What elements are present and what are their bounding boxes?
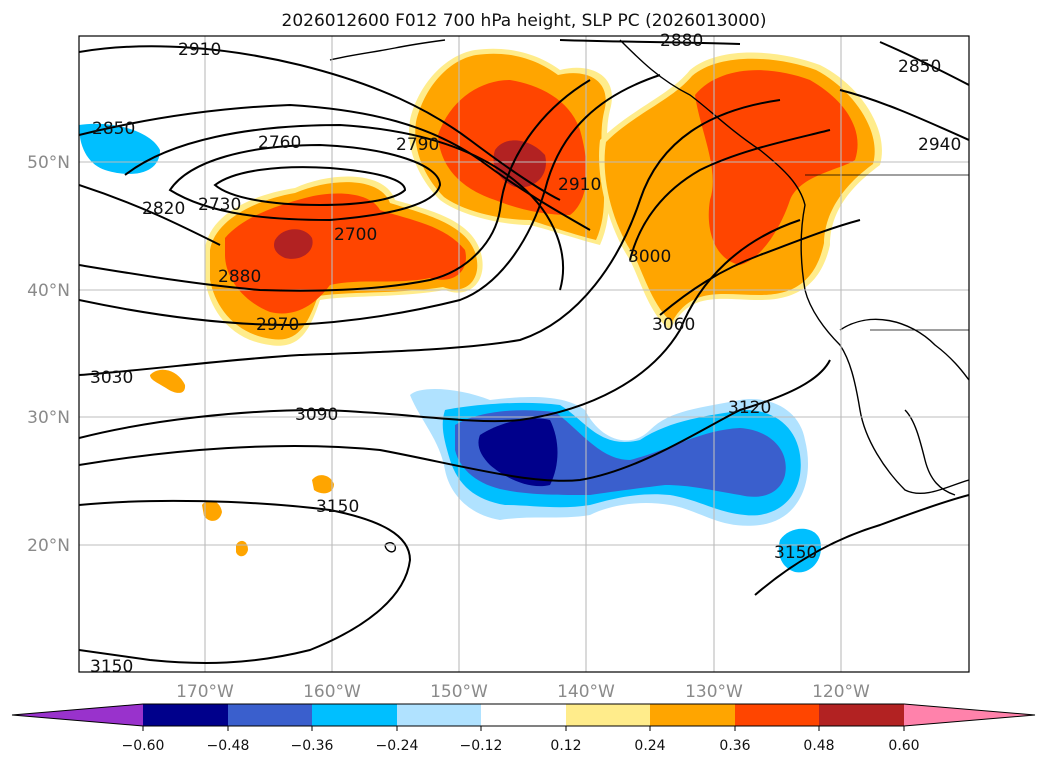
contour-label: 3150 bbox=[774, 543, 817, 563]
colorbar-label: −0.48 bbox=[207, 738, 250, 754]
hawaii-islands bbox=[384, 542, 397, 553]
contour-2940 bbox=[839, 89, 969, 141]
height-contours bbox=[79, 39, 969, 664]
colorbar-label: −0.12 bbox=[460, 738, 503, 754]
contour-label: 2910 bbox=[178, 40, 221, 60]
contour-3000 bbox=[629, 129, 831, 261]
lat-label: 30°N bbox=[27, 408, 70, 428]
map-panel: 2910 2880 2850 2850 2940 2760 2790 2820 … bbox=[78, 31, 970, 677]
contour-label: 3030 bbox=[90, 368, 133, 388]
positive-blob-1 bbox=[150, 369, 186, 393]
colorbar-max-extension bbox=[904, 704, 1035, 726]
aleutian-islands bbox=[329, 39, 446, 61]
borders bbox=[805, 174, 969, 331]
contour-2850-northeast bbox=[879, 41, 969, 86]
contour-label: 2820 bbox=[142, 199, 185, 219]
contour-2760-low bbox=[168, 143, 442, 222]
baja-california-coast bbox=[904, 409, 956, 496]
colorbar-label: 0.36 bbox=[719, 738, 750, 754]
contour-label: 2970 bbox=[256, 315, 299, 335]
lat-label: 20°N bbox=[27, 536, 70, 556]
colorbar-label: 0.12 bbox=[550, 738, 581, 754]
colorbar-label: 0.24 bbox=[634, 738, 665, 754]
contour-3150-south bbox=[79, 499, 412, 664]
contour-label: 2910 bbox=[558, 175, 601, 195]
lon-label: 140°W bbox=[557, 682, 615, 702]
latitude-labels: 50°N 40°N 30°N 20°N bbox=[27, 153, 70, 556]
colorbar-swatch bbox=[312, 704, 397, 726]
positive-core-west bbox=[274, 229, 313, 259]
colorbar-swatch bbox=[228, 704, 312, 726]
contour-2820 bbox=[79, 184, 221, 246]
contour-label: 3150 bbox=[316, 497, 359, 517]
contour-3120 bbox=[79, 359, 831, 482]
colorbar-swatch bbox=[735, 704, 819, 726]
contour-2910-north bbox=[79, 45, 561, 201]
contour-3030 bbox=[79, 99, 781, 376]
gridlines bbox=[79, 36, 969, 672]
colorbar-label: 0.48 bbox=[803, 738, 834, 754]
contour-label: 2940 bbox=[918, 135, 961, 155]
positive-blob-3 bbox=[202, 500, 222, 521]
contour-2730-low bbox=[213, 166, 407, 207]
colorbar-swatch bbox=[650, 704, 735, 726]
contour-labels: 2910 2880 2850 2850 2940 2760 2790 2820 … bbox=[90, 31, 961, 677]
lat-label: 40°N bbox=[27, 281, 70, 301]
contour-2880-north bbox=[559, 39, 741, 45]
contour-2970 bbox=[79, 74, 661, 327]
contour-label: 2730 bbox=[198, 195, 241, 215]
contour-label: 2700 bbox=[334, 225, 377, 245]
colorbar-labels: −0.60 −0.48 −0.36 −0.24 −0.12 0.12 0.24 … bbox=[122, 738, 920, 754]
positive-blob-2 bbox=[312, 475, 334, 494]
colorbar-swatch bbox=[397, 704, 481, 726]
mexico-interior-coast bbox=[839, 318, 969, 381]
colorbar: −0.60 −0.48 −0.36 −0.24 −0.12 0.12 0.24 … bbox=[11, 703, 1036, 754]
contour-2880-trough bbox=[79, 79, 591, 292]
contour-label: 3120 bbox=[728, 398, 771, 418]
contour-2790-ridge bbox=[124, 123, 564, 291]
figure-title: 2026012600 F012 700 hPa height, SLP PC (… bbox=[282, 11, 767, 31]
contour-3060 bbox=[659, 219, 861, 316]
colorbar-swatch bbox=[819, 704, 904, 726]
map-frame bbox=[78, 35, 970, 673]
colorbar-ticks bbox=[142, 726, 905, 731]
contour-label: 2880 bbox=[218, 267, 261, 287]
negative-core bbox=[478, 418, 558, 487]
lon-label: 120°W bbox=[812, 682, 870, 702]
contour-label: 3000 bbox=[628, 247, 671, 267]
longitude-labels: 170°W 160°W 150°W 140°W 130°W 120°W bbox=[176, 682, 870, 702]
colorbar-label: −0.36 bbox=[291, 738, 334, 754]
contour-3150-east bbox=[754, 494, 969, 596]
contour-label: 2790 bbox=[396, 135, 439, 155]
lat-label: 50°N bbox=[27, 153, 70, 173]
contour-label: 3060 bbox=[652, 315, 695, 335]
contour-label: 2850 bbox=[92, 119, 135, 139]
colorbar-swatch bbox=[481, 704, 566, 726]
contour-label: 3150 bbox=[90, 657, 133, 677]
lon-label: 150°W bbox=[430, 682, 488, 702]
contour-label: 3090 bbox=[295, 405, 338, 425]
lon-label: 160°W bbox=[303, 682, 361, 702]
colorbar-swatch bbox=[143, 704, 228, 726]
positive-region-west-red bbox=[225, 193, 466, 314]
colorbar-min-extension bbox=[12, 704, 143, 726]
contour-label: 2880 bbox=[660, 31, 703, 51]
negative-blob-west bbox=[79, 123, 160, 174]
shaded-fields bbox=[79, 48, 882, 573]
contour-label: 2760 bbox=[258, 133, 301, 153]
colorbar-swatch bbox=[566, 704, 650, 726]
colorbar-label: −0.60 bbox=[122, 738, 165, 754]
colorbar-label: 0.60 bbox=[888, 738, 919, 754]
lon-label: 170°W bbox=[176, 682, 234, 702]
contour-3090 bbox=[79, 219, 801, 439]
lon-label: 130°W bbox=[685, 682, 743, 702]
negative-blob-southeast bbox=[778, 528, 821, 573]
contour-label: 2850 bbox=[898, 57, 941, 77]
positive-region-east-red bbox=[695, 70, 858, 265]
colorbar-label: −0.24 bbox=[376, 738, 419, 754]
